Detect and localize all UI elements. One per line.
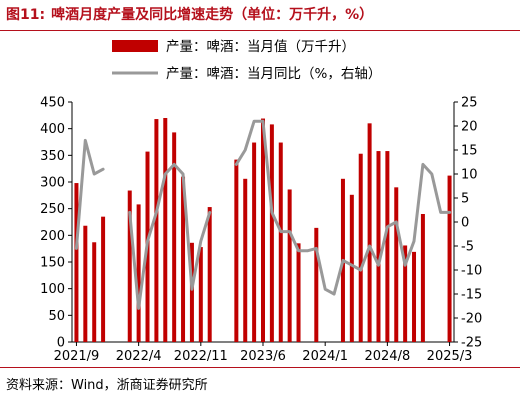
- bar: [154, 119, 159, 342]
- bar: [252, 142, 257, 342]
- bar: [136, 204, 141, 342]
- right-tick-label: -5: [461, 240, 474, 255]
- bar: [83, 225, 88, 342]
- x-tick-label: 2025/3: [427, 349, 473, 364]
- left-tick-label: 150: [40, 256, 65, 271]
- bar: [314, 227, 319, 342]
- bar: [296, 243, 301, 342]
- bar: [243, 178, 248, 342]
- left-tick-label: 300: [40, 176, 65, 191]
- bar: [349, 194, 354, 342]
- right-tick-label: 10: [461, 168, 478, 183]
- source-note: 资料来源：Wind，浙商证券研究所: [6, 378, 208, 393]
- right-tick-label: -15: [461, 288, 482, 303]
- bar: [127, 190, 132, 342]
- bar: [420, 214, 425, 342]
- right-tick-label: 25: [461, 96, 478, 111]
- bar: [269, 124, 274, 343]
- left-tick-label: 0: [57, 336, 65, 351]
- bar: [287, 189, 292, 342]
- bar: [376, 151, 381, 342]
- left-tick-label: 400: [40, 122, 65, 137]
- right-tick-label: 15: [461, 144, 478, 159]
- beer-production-chart: 050100150200250300350400450-25-20-15-10-…: [40, 39, 482, 364]
- x-tick-label: 2021/9: [54, 349, 100, 364]
- left-tick-label: 450: [40, 96, 65, 111]
- bar: [101, 216, 106, 342]
- x-tick-label: 2023/6: [240, 349, 286, 364]
- bar: [198, 247, 203, 342]
- bar: [172, 132, 177, 342]
- source-rule: [0, 367, 520, 368]
- legend-line-label: 产量：啤酒：当月同比（%，右轴）: [166, 66, 381, 82]
- x-tick-label: 2024/8: [364, 349, 410, 364]
- figure-title-text: 啤酒月度产量及同比增速走势（单位：万千升，%）: [51, 7, 374, 23]
- left-tick-label: 250: [40, 202, 65, 217]
- right-tick-label: -25: [461, 336, 482, 351]
- figure-title: 图11: 啤酒月度产量及同比增速走势（单位：万千升，%）: [6, 4, 373, 24]
- figure-number: 图11:: [6, 7, 46, 23]
- title-rule: [0, 30, 520, 31]
- bar: [447, 175, 452, 342]
- bar: [412, 251, 417, 342]
- right-tick-label: 0: [461, 216, 469, 231]
- x-tick-label: 2024/1: [302, 349, 348, 364]
- bar: [261, 118, 265, 343]
- x-tick-label: 2022/11: [174, 349, 228, 364]
- bar: [394, 187, 399, 342]
- bar: [358, 153, 363, 342]
- bar: [189, 242, 194, 342]
- bar: [278, 142, 283, 342]
- bar: [385, 151, 390, 342]
- right-tick-label: -10: [461, 264, 482, 279]
- bar: [234, 159, 239, 342]
- legend-bar-label: 产量：啤酒：当月值（万千升）: [166, 39, 355, 55]
- left-tick-label: 100: [40, 282, 65, 297]
- legend-bar-swatch: [112, 40, 158, 52]
- x-tick-label: 2022/4: [116, 349, 162, 364]
- right-tick-label: 5: [461, 192, 469, 207]
- right-tick-label: 20: [461, 120, 478, 135]
- left-tick-label: 200: [40, 229, 65, 244]
- right-tick-label: -20: [461, 312, 482, 327]
- bar: [367, 123, 372, 342]
- bar: [163, 118, 168, 342]
- bar: [181, 176, 186, 342]
- left-tick-label: 350: [40, 149, 65, 164]
- bar: [403, 245, 408, 342]
- bar: [207, 207, 212, 342]
- bar: [74, 183, 79, 342]
- bar: [92, 242, 97, 342]
- left-tick-label: 50: [48, 309, 65, 324]
